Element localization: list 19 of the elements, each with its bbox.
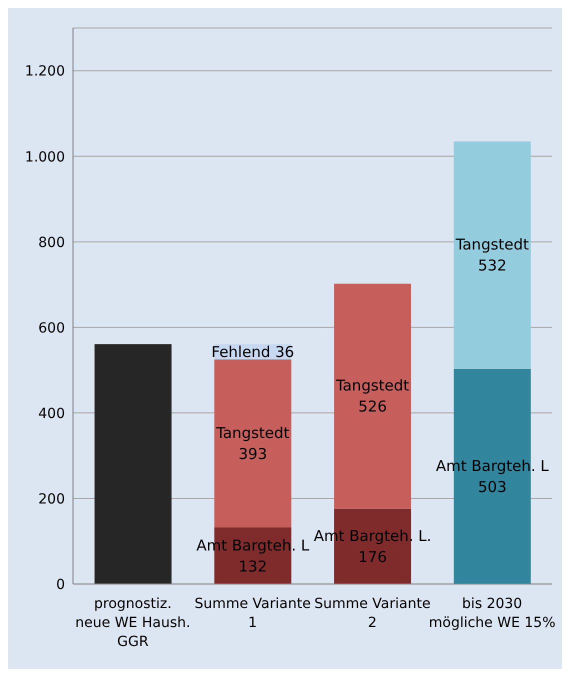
x-tick-label: bis 2030 mögliche WE 15% xyxy=(428,596,556,631)
data-label: Tangstedt 526 xyxy=(334,376,410,416)
bar xyxy=(454,141,531,369)
bar xyxy=(334,284,412,509)
y-tick-label: 800 xyxy=(38,234,65,251)
data-label: Tangstedt 393 xyxy=(215,424,290,464)
bar xyxy=(214,359,292,528)
y-tick-label: 0 xyxy=(56,576,65,593)
y-tick-label: 400 xyxy=(38,406,65,422)
data-label: Tangstedt 532 xyxy=(454,236,530,275)
bar xyxy=(94,344,172,584)
x-tick-label: Summe Variante 2 xyxy=(314,596,431,631)
data-label: Fehlend 36 xyxy=(211,342,294,361)
y-tick-label: 1.000 xyxy=(24,149,65,166)
y-tick-label: 1.200 xyxy=(24,64,65,80)
y-tick-label: 200 xyxy=(38,491,65,508)
y-tick-label: 600 xyxy=(38,320,65,336)
x-tick-label: Summe Variante 1 xyxy=(194,596,311,631)
x-tick-label: prognostiz. neue WE Haush. GGR xyxy=(75,596,190,650)
